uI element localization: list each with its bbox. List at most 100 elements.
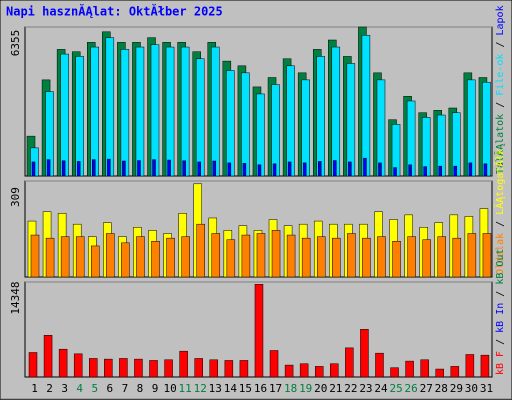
bar: [226, 239, 236, 278]
bar: [348, 161, 352, 177]
bar: [182, 160, 186, 177]
bar: [107, 158, 111, 177]
bar: [92, 159, 96, 177]
bar: [422, 239, 431, 278]
bar: [58, 348, 68, 378]
bar: [254, 284, 264, 378]
bar: [181, 236, 190, 278]
bar: [286, 234, 296, 278]
bar: [405, 360, 414, 378]
bar: [239, 360, 249, 378]
bar: [45, 237, 55, 278]
bar: [224, 360, 234, 378]
x-tick-label: 31: [480, 382, 493, 395]
legend: TalĂĄlatok / File-ok / Lapok: [493, 5, 506, 174]
bar: [363, 157, 367, 177]
bar: [468, 162, 473, 177]
bar: [60, 236, 70, 278]
bar: [423, 166, 427, 177]
bar: [136, 236, 145, 278]
legend-separator: /: [495, 36, 506, 54]
x-tick-label: 3: [61, 382, 68, 395]
legend-separator: /: [495, 333, 506, 351]
bar: [30, 234, 40, 278]
bar: [333, 160, 337, 177]
bar: [438, 165, 442, 177]
bar: [90, 46, 100, 177]
x-tick-label: 1: [31, 382, 38, 395]
bar: [450, 366, 460, 378]
bar: [272, 163, 277, 177]
legend-entry: LĂĄtogatĂłk: [493, 149, 506, 215]
x-tick-label: 9: [152, 382, 159, 395]
bar: [60, 53, 69, 177]
bar: [137, 160, 141, 177]
bar: [271, 84, 280, 177]
bar: [345, 347, 354, 378]
bar: [166, 237, 175, 278]
x-tick-label: 16: [254, 382, 267, 395]
bar: [152, 159, 156, 177]
y-tick-label: 6355: [9, 30, 22, 57]
bar: [211, 233, 221, 278]
bar: [119, 358, 128, 378]
legend: Oldalak / LĂĄtogatĂłk: [493, 149, 506, 275]
bar: [452, 237, 462, 278]
legend-entry: TalĂĄlatok: [493, 114, 506, 174]
x-tick-label: 21: [329, 382, 342, 395]
bar: [480, 354, 490, 378]
x-tick-label: 5: [91, 382, 98, 395]
bar: [120, 49, 130, 177]
bar: [317, 161, 322, 177]
x-tick-label: 11: [179, 382, 192, 395]
x-tick-label: 13: [209, 382, 222, 395]
chart-title: Napi hasznĂĄlat: OktĂłber 2025: [6, 4, 223, 19]
bar: [76, 161, 81, 177]
bar: [167, 159, 171, 177]
bar: [197, 161, 201, 177]
bar: [43, 335, 53, 378]
legend-entry: Lapok: [495, 5, 506, 35]
bar: [165, 46, 175, 177]
bar: [31, 161, 36, 177]
bar: [91, 245, 100, 278]
bar: [482, 233, 492, 278]
bar: [256, 233, 266, 278]
bar: [106, 233, 115, 278]
bar: [287, 161, 292, 177]
bar: [467, 233, 477, 278]
bar: [453, 165, 458, 177]
x-tick-label: 18: [284, 382, 297, 395]
legend-separator: /: [495, 215, 506, 233]
bar: [241, 234, 251, 278]
legend-separator: /: [495, 96, 506, 114]
bar: [75, 56, 84, 177]
x-tick-label: 17: [269, 382, 282, 395]
legend-entry: Oldalak: [495, 233, 506, 275]
bar: [393, 167, 397, 177]
bar: [134, 358, 143, 378]
bar: [211, 46, 220, 177]
bar: [256, 93, 265, 177]
bar: [299, 363, 309, 378]
bar: [301, 237, 311, 278]
x-tick-label: 15: [239, 382, 252, 395]
bar: [89, 358, 98, 378]
bar: [330, 363, 339, 378]
bar: [195, 58, 205, 177]
bar: [435, 368, 444, 378]
bar: [467, 79, 476, 177]
bar: [194, 358, 203, 378]
bar: [73, 353, 83, 378]
x-tick-label: 23: [359, 382, 372, 395]
bar: [104, 358, 113, 378]
x-tick-label: 8: [137, 382, 144, 395]
bar: [302, 162, 307, 177]
x-tick-label: 26: [405, 382, 418, 395]
bar: [180, 46, 190, 177]
bar: [361, 35, 371, 177]
bar: [164, 359, 173, 378]
x-tick-label: 4: [76, 382, 83, 395]
bar: [284, 364, 294, 378]
